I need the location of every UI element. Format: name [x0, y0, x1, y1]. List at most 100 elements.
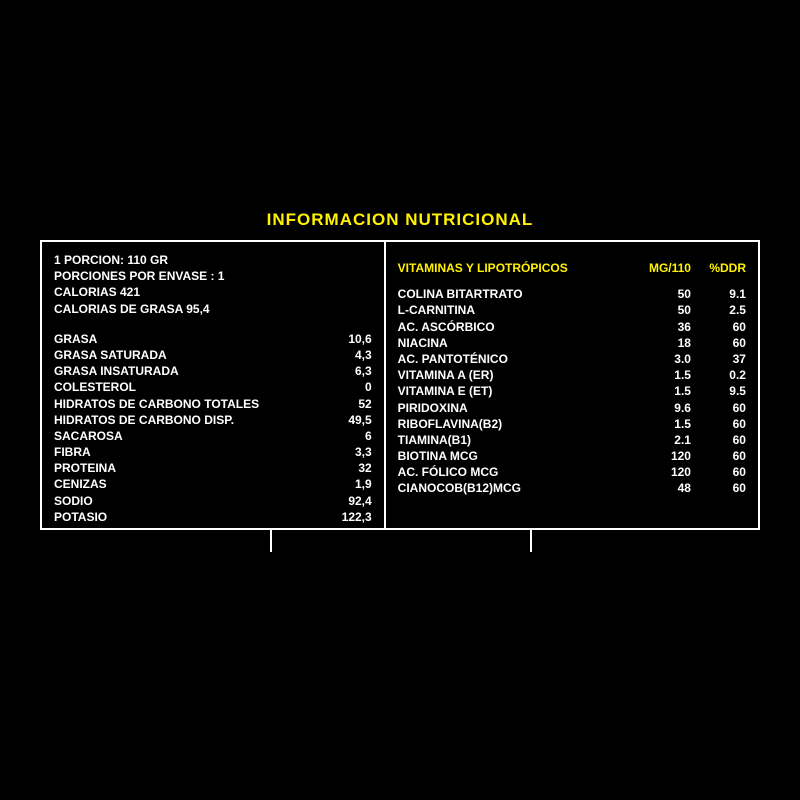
right-header: VITAMINAS Y LIPOTRÓPICOS MG/110 %DDR [398, 260, 746, 276]
vitamin-label: NIACINA [398, 335, 631, 351]
nutrient-value: 92,4 [322, 493, 372, 509]
vitamin-row: VITAMINA E (ET)1.59.5 [398, 383, 746, 399]
vitamin-ddr: 60 [691, 464, 746, 480]
nutrient-label: HIDRATOS DE CARBONO DISP. [54, 412, 322, 428]
nutrient-value: 6 [322, 428, 372, 444]
nutrient-label: SACAROSA [54, 428, 322, 444]
nutrient-value: 52 [322, 396, 372, 412]
left-column: 1 PORCION: 110 GR PORCIONES POR ENVASE :… [42, 242, 386, 528]
vitamin-ddr: 9.1 [691, 286, 746, 302]
vitamin-label: L-CARNITINA [398, 302, 631, 318]
right-header-col1: MG/110 [631, 260, 691, 276]
vitamin-ddr: 60 [691, 416, 746, 432]
vitamin-mg: 1.5 [631, 416, 691, 432]
vitamin-ddr: 60 [691, 480, 746, 496]
nutrient-row: GRASA INSATURADA6,3 [54, 363, 372, 379]
panel-body: 1 PORCION: 110 GR PORCIONES POR ENVASE :… [40, 240, 760, 530]
vitamin-ddr: 37 [691, 351, 746, 367]
nutrient-value: 4,3 [322, 347, 372, 363]
vitamin-row: COLINA BITARTRATO509.1 [398, 286, 746, 302]
right-header-col2: %DDR [691, 260, 746, 276]
nutrient-label: POTASIO [54, 509, 322, 525]
vitamin-row: TIAMINA(B1)2.160 [398, 432, 746, 448]
vitamin-label: VITAMINA E (ET) [398, 383, 631, 399]
right-rows: COLINA BITARTRATO509.1L-CARNITINA502.5AC… [398, 286, 746, 496]
vitamin-mg: 9.6 [631, 400, 691, 416]
vitamin-label: COLINA BITARTRATO [398, 286, 631, 302]
calories-line: CALORIAS 421 [54, 284, 372, 300]
vitamin-label: AC. FÓLICO MCG [398, 464, 631, 480]
vitamin-mg: 18 [631, 335, 691, 351]
vitamin-ddr: 60 [691, 448, 746, 464]
vitamin-mg: 36 [631, 319, 691, 335]
vitamin-mg: 48 [631, 480, 691, 496]
bottom-ticks [40, 530, 760, 552]
nutrient-value: 49,5 [322, 412, 372, 428]
vitamin-ddr: 60 [691, 432, 746, 448]
vitamin-row: AC. ASCÓRBICO3660 [398, 319, 746, 335]
vitamin-label: BIOTINA MCG [398, 448, 631, 464]
vitamin-label: AC. ASCÓRBICO [398, 319, 631, 335]
nutrient-value: 122,3 [322, 509, 372, 525]
vitamin-label: PIRIDOXINA [398, 400, 631, 416]
nutrient-value: 0 [322, 379, 372, 395]
right-header-title: VITAMINAS Y LIPOTRÓPICOS [398, 260, 631, 276]
nutrient-label: FIBRA [54, 444, 322, 460]
nutrient-row: GRASA SATURADA4,3 [54, 347, 372, 363]
nutrient-value: 10,6 [322, 331, 372, 347]
vitamin-label: VITAMINA A (ER) [398, 367, 631, 383]
vitamin-row: L-CARNITINA502.5 [398, 302, 746, 318]
vitamin-ddr: 0.2 [691, 367, 746, 383]
nutrient-row: GRASA10,6 [54, 331, 372, 347]
vitamin-mg: 50 [631, 286, 691, 302]
nutrient-row: SODIO92,4 [54, 493, 372, 509]
right-column: VITAMINAS Y LIPOTRÓPICOS MG/110 %DDR COL… [386, 242, 758, 528]
serving-line: 1 PORCION: 110 GR [54, 252, 372, 268]
vitamin-ddr: 60 [691, 400, 746, 416]
nutrient-row: COLESTEROL0 [54, 379, 372, 395]
nutrient-row: HIDRATOS DE CARBONO DISP.49,5 [54, 412, 372, 428]
vitamin-row: AC. FÓLICO MCG12060 [398, 464, 746, 480]
vitamin-mg: 1.5 [631, 367, 691, 383]
vitamin-mg: 120 [631, 464, 691, 480]
vitamin-label: AC. PANTOTÉNICO [398, 351, 631, 367]
vitamin-label: TIAMINA(B1) [398, 432, 631, 448]
servings-per-container: PORCIONES POR ENVASE : 1 [54, 268, 372, 284]
vitamin-mg: 2.1 [631, 432, 691, 448]
vitamin-ddr: 9.5 [691, 383, 746, 399]
nutrient-label: HIDRATOS DE CARBONO TOTALES [54, 396, 322, 412]
nutrient-label: COLESTEROL [54, 379, 322, 395]
vitamin-row: RIBOFLAVINA(B2)1.560 [398, 416, 746, 432]
vitamin-label: CIANOCOB(B12)MCG [398, 480, 631, 496]
tick-mark [530, 530, 532, 552]
nutrient-label: CENIZAS [54, 476, 322, 492]
vitamin-row: CIANOCOB(B12)MCG4860 [398, 480, 746, 496]
nutrient-row: POTASIO122,3 [54, 509, 372, 525]
nutrient-value: 3,3 [322, 444, 372, 460]
vitamin-label: RIBOFLAVINA(B2) [398, 416, 631, 432]
panel-title: INFORMACION NUTRICIONAL [40, 210, 760, 230]
nutrient-row: FIBRA3,3 [54, 444, 372, 460]
tick-mark [270, 530, 272, 552]
vitamin-mg: 120 [631, 448, 691, 464]
nutrient-value: 32 [322, 460, 372, 476]
vitamin-mg: 50 [631, 302, 691, 318]
nutrient-row: HIDRATOS DE CARBONO TOTALES52 [54, 396, 372, 412]
left-rows: GRASA10,6GRASA SATURADA4,3GRASA INSATURA… [54, 331, 372, 525]
nutrient-row: PROTEINA32 [54, 460, 372, 476]
nutrient-label: SODIO [54, 493, 322, 509]
nutrient-row: SACAROSA6 [54, 428, 372, 444]
nutrient-label: GRASA [54, 331, 322, 347]
vitamin-ddr: 2.5 [691, 302, 746, 318]
nutrient-label: PROTEINA [54, 460, 322, 476]
vitamin-row: NIACINA1860 [398, 335, 746, 351]
vitamin-mg: 3.0 [631, 351, 691, 367]
vitamin-row: BIOTINA MCG12060 [398, 448, 746, 464]
vitamin-row: PIRIDOXINA9.660 [398, 400, 746, 416]
nutrient-value: 1,9 [322, 476, 372, 492]
vitamin-mg: 1.5 [631, 383, 691, 399]
nutrient-label: GRASA SATURADA [54, 347, 322, 363]
fat-calories-line: CALORIAS DE GRASA 95,4 [54, 301, 372, 317]
vitamin-row: AC. PANTOTÉNICO3.037 [398, 351, 746, 367]
vitamin-ddr: 60 [691, 335, 746, 351]
